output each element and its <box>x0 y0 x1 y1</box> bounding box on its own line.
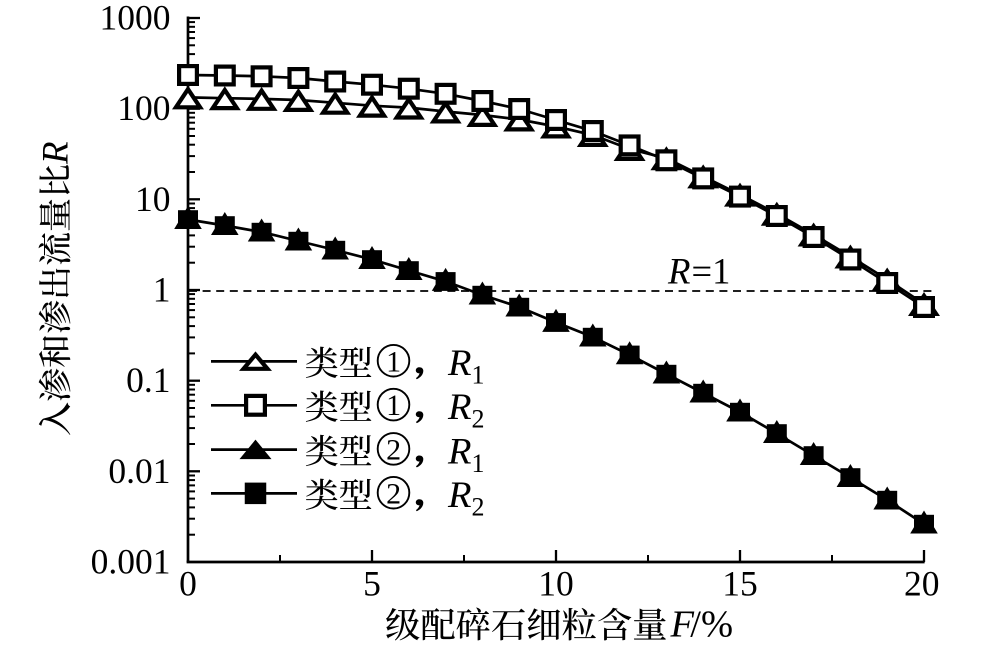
svg-text:1: 1 <box>386 345 401 378</box>
svg-text:R: R <box>447 343 472 384</box>
svg-text:0: 0 <box>179 564 197 604</box>
svg-text:1: 1 <box>472 449 485 478</box>
svg-text:2: 2 <box>386 434 401 467</box>
svg-text:1: 1 <box>472 361 485 390</box>
svg-text:1: 1 <box>386 389 401 422</box>
svg-text:2: 2 <box>472 405 485 434</box>
svg-text:F: F <box>670 604 695 646</box>
svg-text:100: 100 <box>117 88 170 128</box>
svg-text:10: 10 <box>538 564 574 604</box>
svg-text:20: 20 <box>904 564 940 604</box>
svg-text:5: 5 <box>363 564 381 604</box>
svg-text:R: R <box>667 252 690 293</box>
svg-text:10: 10 <box>135 179 171 219</box>
svg-text:R: R <box>36 141 77 165</box>
svg-text:15: 15 <box>722 564 758 604</box>
svg-text:R: R <box>447 387 472 428</box>
svg-text:0.001: 0.001 <box>91 542 171 582</box>
svg-text:=1: =1 <box>692 251 731 292</box>
svg-text:/%: /% <box>690 604 733 646</box>
svg-text:2: 2 <box>386 477 401 510</box>
svg-text:1: 1 <box>153 270 171 310</box>
svg-text:1000: 1000 <box>100 0 171 38</box>
svg-text:0.01: 0.01 <box>108 451 170 491</box>
svg-text:R: R <box>447 475 472 516</box>
svg-text:2: 2 <box>472 493 485 522</box>
svg-text:0.1: 0.1 <box>126 360 170 400</box>
svg-text:R: R <box>447 431 472 472</box>
